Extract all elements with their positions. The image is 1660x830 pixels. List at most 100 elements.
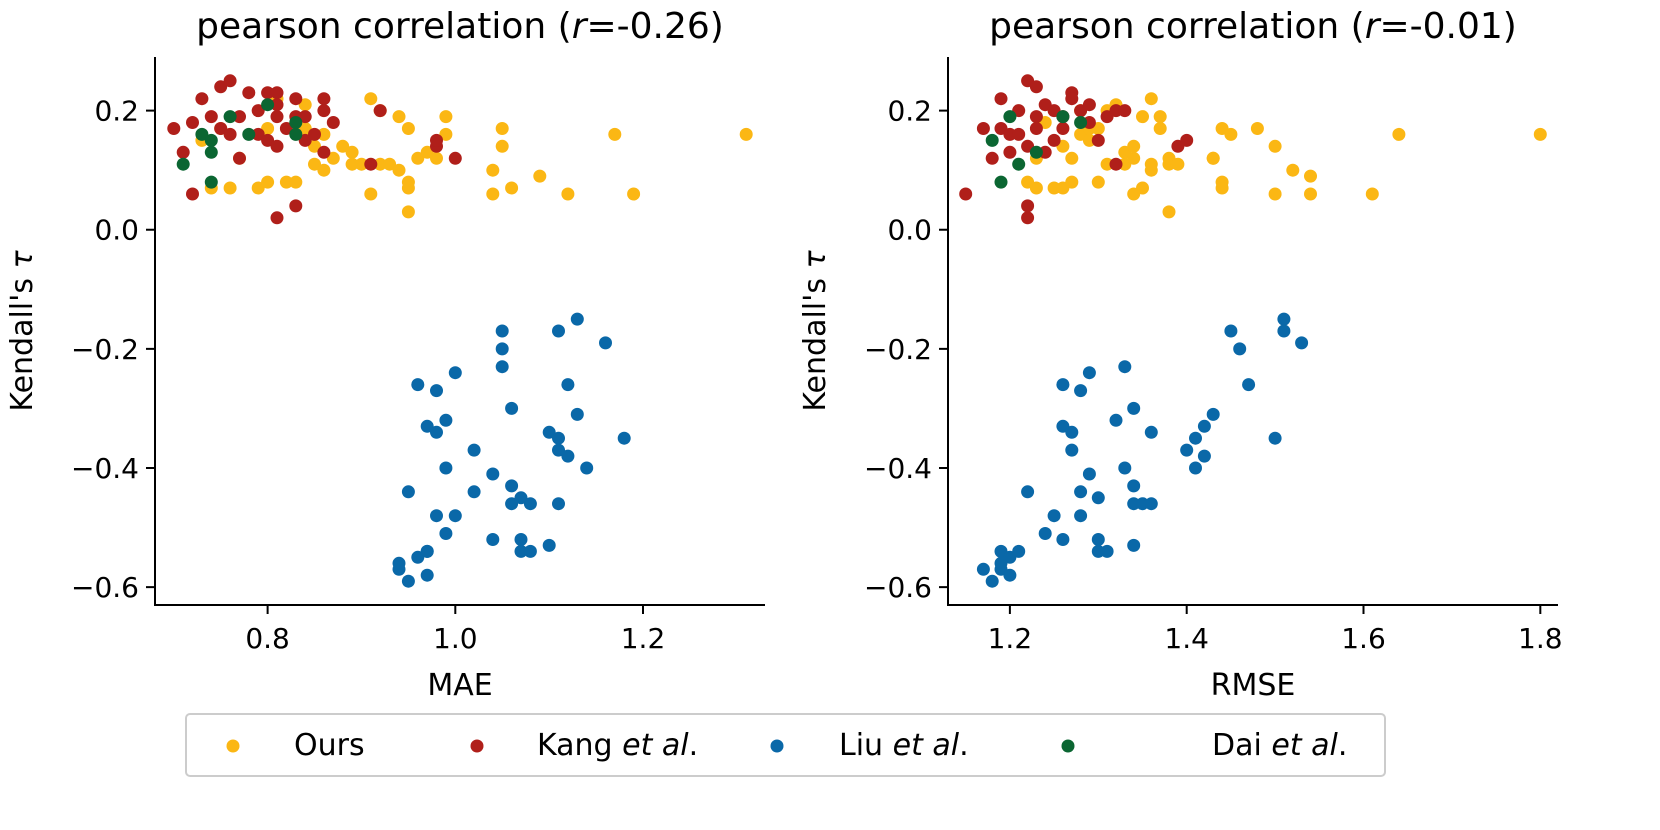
data-point-ours — [401, 205, 415, 219]
data-point-liu — [1074, 384, 1088, 398]
data-point-liu — [1268, 431, 1282, 445]
data-point-ours — [1365, 187, 1379, 201]
data-point-ours — [1136, 181, 1149, 195]
data-point-kang — [261, 133, 275, 147]
data-point-dai — [223, 110, 237, 124]
data-point-kang — [959, 187, 973, 201]
data-point-kang — [1021, 211, 1035, 225]
axis-spines — [154, 57, 765, 606]
data-point-liu — [430, 384, 443, 398]
data-point-liu — [976, 562, 990, 576]
data-point-ours — [486, 163, 500, 177]
data-point-liu — [1038, 527, 1052, 540]
y-tick-label: −0.6 — [864, 571, 932, 604]
data-point-ours — [261, 175, 275, 189]
data-point-liu — [1074, 509, 1088, 523]
x-tick-label: 1.2 — [988, 622, 1033, 655]
data-point-kang — [1065, 92, 1079, 106]
data-point-liu — [1074, 485, 1088, 499]
data-point-liu — [1144, 425, 1158, 439]
data-point-ours — [279, 175, 293, 189]
data-point-ours — [308, 157, 321, 171]
data-point-liu — [1091, 491, 1105, 505]
data-point-kang — [1003, 145, 1017, 159]
data-point-ours — [1304, 169, 1317, 183]
series-kang — [959, 74, 1194, 225]
data-point-liu — [552, 431, 565, 445]
data-point-liu — [495, 342, 509, 356]
data-point-ours — [383, 157, 397, 171]
data-point-liu — [439, 527, 453, 540]
data-point-kang — [279, 122, 293, 135]
data-point-dai — [1029, 145, 1043, 159]
data-point-ours — [401, 175, 415, 189]
data-point-kang — [233, 151, 246, 165]
chart-title: pearson correlation (r=-0.26) — [196, 6, 724, 47]
data-point-ours — [251, 181, 265, 195]
data-point-kang — [976, 122, 990, 135]
y-tick-label: 0.2 — [887, 95, 932, 128]
data-point-liu — [1127, 401, 1141, 415]
data-point-liu — [495, 324, 509, 338]
data-point-kang — [373, 104, 387, 118]
data-point-liu — [430, 425, 443, 439]
data-point-kang — [298, 133, 312, 147]
data-point-kang — [317, 92, 331, 106]
legend-item-ours: Ours — [226, 728, 365, 763]
data-point-ours — [1153, 122, 1167, 135]
y-axis-label: Kendall's τ — [798, 249, 833, 411]
data-point-liu — [1197, 419, 1211, 433]
data-point-ours — [739, 127, 753, 141]
data-point-kang — [1029, 80, 1043, 94]
data-point-liu — [1082, 467, 1096, 481]
data-point-liu — [542, 425, 556, 439]
data-point-liu — [411, 550, 425, 564]
series-liu — [976, 312, 1309, 588]
data-point-dai — [289, 116, 303, 129]
data-point-kang — [364, 157, 378, 171]
data-point-kang — [308, 127, 321, 141]
chart-panel-1: pearson correlation (r=-0.26) 0.2 0.0 −0.2 −… — [5, 6, 765, 703]
data-point-ours — [495, 122, 509, 135]
series-liu — [392, 312, 631, 588]
y-tick-label: −0.2 — [864, 333, 932, 366]
data-point-kang — [186, 116, 199, 129]
data-point-dai — [204, 133, 218, 147]
data-point-ours — [1144, 92, 1158, 106]
data-point-ours — [486, 187, 500, 201]
data-point-liu — [1003, 568, 1017, 582]
data-point-liu — [420, 568, 434, 582]
data-point-liu — [486, 467, 500, 481]
data-point-ours — [1304, 187, 1317, 201]
data-point-liu — [411, 378, 425, 392]
data-point-ours — [345, 157, 359, 171]
data-point-liu — [1242, 378, 1256, 392]
data-point-dai — [994, 175, 1008, 189]
data-point-ours — [317, 163, 331, 177]
data-point-liu — [523, 497, 537, 511]
data-point-ours — [289, 175, 303, 189]
data-point-ours — [420, 145, 434, 159]
data-point-ours — [298, 122, 312, 135]
data-point-ours — [608, 127, 622, 141]
data-point-liu — [401, 485, 415, 499]
x-tick-label: 1.2 — [621, 622, 666, 655]
data-point-liu — [561, 449, 575, 463]
data-point-kang — [270, 139, 284, 153]
data-point-ours — [439, 127, 453, 141]
data-point-liu — [514, 491, 528, 505]
data-point-kang — [1180, 133, 1194, 147]
data-point-ours — [495, 139, 509, 153]
data-point-ours — [373, 157, 387, 171]
y-tick-label: −0.4 — [864, 452, 932, 485]
data-point-kang — [270, 86, 284, 100]
data-point-dai — [1074, 116, 1088, 129]
data-point-liu — [448, 509, 462, 523]
data-point-dai — [204, 145, 218, 159]
data-point-liu — [1118, 360, 1132, 374]
data-point-ours — [261, 122, 275, 135]
data-point-ours — [533, 169, 547, 183]
data-point-kang — [1118, 104, 1132, 118]
data-point-ours — [1065, 151, 1079, 165]
